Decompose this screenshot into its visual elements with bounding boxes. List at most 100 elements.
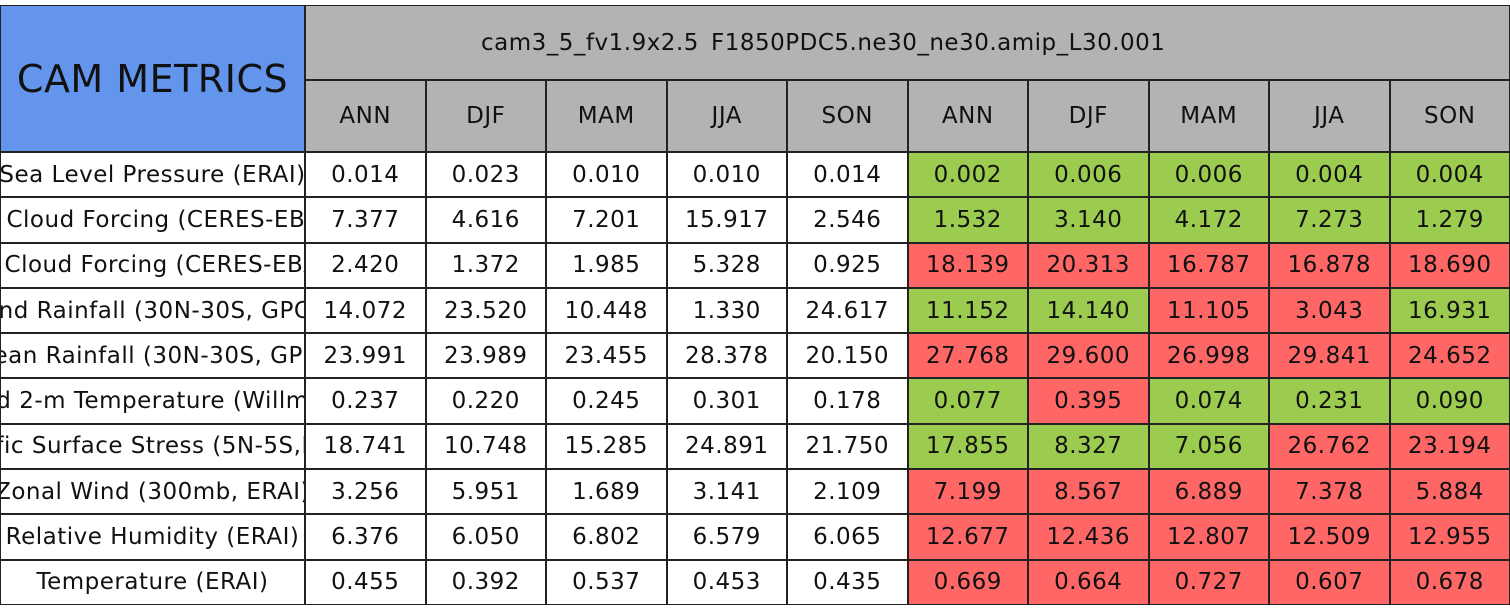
metric-cell: 5.328 (666, 242, 787, 288)
metric-cell: 24.652 (1389, 333, 1510, 379)
metric-cell: 7.199 (907, 469, 1028, 515)
metric-cell: 1.330 (666, 287, 787, 334)
row-label: Relative Humidity (ERAI) (0, 514, 305, 560)
metric-cell: 0.010 (666, 152, 787, 198)
metric-cell: 0.004 (1389, 152, 1510, 198)
row-label: Sea Level Pressure (ERAI) (0, 152, 305, 198)
metric-cell: 20.150 (787, 333, 908, 379)
column-header: ANN (305, 80, 426, 152)
metric-cell: 0.607 (1269, 559, 1390, 605)
metric-cell: 0.435 (787, 559, 908, 605)
metric-cell: 6.065 (787, 514, 908, 560)
metric-cell: 6.050 (425, 514, 546, 560)
metric-cell: 8.567 (1028, 469, 1149, 515)
metric-cell: 2.546 (787, 197, 908, 243)
metric-cell: 18.741 (305, 423, 426, 470)
metric-cell: 0.925 (787, 242, 908, 288)
metric-cell: 2.109 (787, 469, 908, 515)
metric-cell: 23.991 (305, 333, 426, 379)
metric-cell: 16.878 (1269, 242, 1390, 288)
metric-cell: 0.664 (1028, 559, 1149, 605)
metric-cell: 15.917 (666, 197, 787, 243)
row-label: Zonal Wind (300mb, ERAI) (0, 469, 305, 515)
metric-cell: 12.509 (1269, 514, 1390, 560)
metric-cell: 0.090 (1389, 378, 1510, 424)
column-header: SON (787, 80, 908, 152)
metric-cell: 7.273 (1269, 197, 1390, 243)
metric-cell: 0.237 (305, 378, 426, 424)
metric-cell: 15.285 (546, 423, 667, 470)
metric-cell: 10.448 (546, 287, 667, 334)
metric-cell: 2.420 (305, 242, 426, 288)
row-label: Land Rainfall (30N-30S, GPCP) (0, 287, 305, 334)
row-label: Land 2-m Temperature (Willmott) (0, 378, 305, 424)
metric-cell: 0.231 (1269, 378, 1390, 424)
metric-cell: 3.043 (1269, 287, 1390, 334)
metric-cell: 23.989 (425, 333, 546, 379)
metric-cell: 0.395 (1028, 378, 1149, 424)
metric-cell: 0.014 (787, 152, 908, 198)
metric-cell: 12.807 (1148, 514, 1269, 560)
metric-cell: 1.372 (425, 242, 546, 288)
group-header: cam3_5_fv1.9x2.5 F1850PDC5.ne30_ne30.ami… (305, 5, 1510, 80)
metric-cell: 0.006 (1148, 152, 1269, 198)
metric-cell: 5.951 (425, 469, 546, 515)
metric-cell: 24.891 (666, 423, 787, 470)
metric-cell: 16.787 (1148, 242, 1269, 288)
metric-cell: 14.072 (305, 287, 426, 334)
group-label: cam3_5_fv1.9x2.5 (481, 30, 699, 56)
column-header: MAM (546, 80, 667, 152)
metric-cell: 0.220 (425, 378, 546, 424)
metric-cell: 7.056 (1148, 423, 1269, 470)
row-label: Ocean Rainfall (30N-30S, GPCP) (0, 333, 305, 379)
metric-cell: 6.579 (666, 514, 787, 560)
row-label: LW Cloud Forcing (CERES-EBAF) (0, 242, 305, 288)
metric-cell: 18.690 (1389, 242, 1510, 288)
metric-cell: 11.105 (1148, 287, 1269, 334)
metric-cell: 4.172 (1148, 197, 1269, 243)
metric-cell: 0.014 (305, 152, 426, 198)
metrics-table: CAM METRICS cam3_5_fv1.9x2.5 F1850PDC5.n… (0, 5, 1510, 605)
metric-cell: 0.004 (1269, 152, 1390, 198)
metric-cell: 23.520 (425, 287, 546, 334)
metric-cell: 3.140 (1028, 197, 1149, 243)
metric-cell: 12.955 (1389, 514, 1510, 560)
metric-cell: 0.301 (666, 378, 787, 424)
metric-cell: 0.678 (1389, 559, 1510, 605)
metric-cell: 0.537 (546, 559, 667, 605)
metric-cell: 7.201 (546, 197, 667, 243)
metric-cell: 3.141 (666, 469, 787, 515)
metric-cell: 1.279 (1389, 197, 1510, 243)
metric-cell: 11.152 (907, 287, 1028, 334)
metric-cell: 20.313 (1028, 242, 1149, 288)
metric-cell: 6.802 (546, 514, 667, 560)
metric-cell: 0.245 (546, 378, 667, 424)
metric-cell: 27.768 (907, 333, 1028, 379)
metric-cell: 7.377 (305, 197, 426, 243)
metric-cell: 0.669 (907, 559, 1028, 605)
metric-cell: 1.689 (546, 469, 667, 515)
metric-cell: 10.748 (425, 423, 546, 470)
metric-cell: 0.077 (907, 378, 1028, 424)
metric-cell: 17.855 (907, 423, 1028, 470)
metric-cell: 0.006 (1028, 152, 1149, 198)
metric-cell: 0.727 (1148, 559, 1269, 605)
column-header: DJF (1028, 80, 1149, 152)
metric-cell: 18.139 (907, 242, 1028, 288)
metric-cell: 5.884 (1389, 469, 1510, 515)
metric-cell: 12.677 (907, 514, 1028, 560)
metric-cell: 1.985 (546, 242, 667, 288)
metric-cell: 4.616 (425, 197, 546, 243)
metric-cell: 29.841 (1269, 333, 1390, 379)
metric-cell: 21.750 (787, 423, 908, 470)
metric-cell: 24.617 (787, 287, 908, 334)
group-label: F1850PDC5.ne30_ne30.amip_L30.001 (711, 30, 1166, 56)
metric-cell: 26.998 (1148, 333, 1269, 379)
metric-cell: 0.455 (305, 559, 426, 605)
metric-cell: 16.931 (1389, 287, 1510, 334)
metric-cell: 8.327 (1028, 423, 1149, 470)
metric-cell: 0.178 (787, 378, 908, 424)
metric-cell: 0.002 (907, 152, 1028, 198)
row-label: Temperature (ERAI) (0, 559, 305, 605)
